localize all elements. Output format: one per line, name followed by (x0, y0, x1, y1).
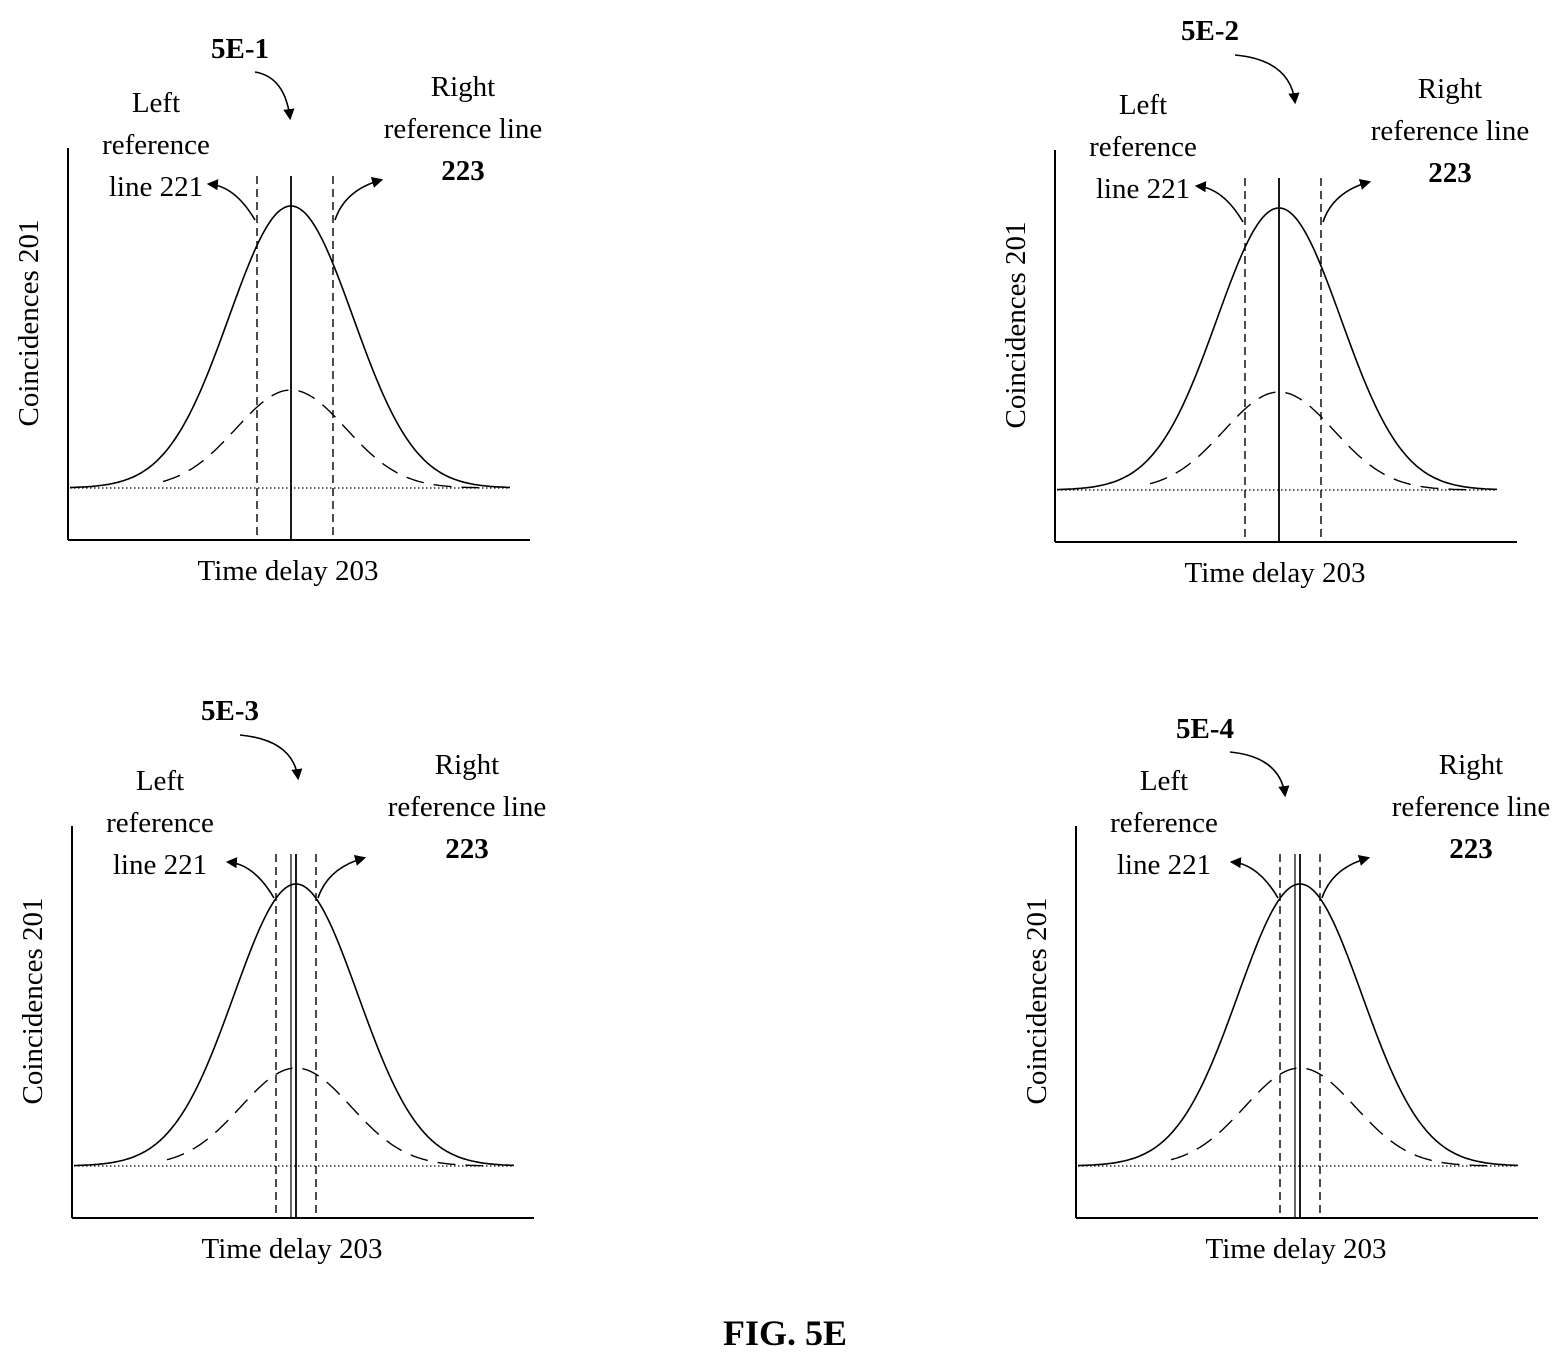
right-label-line: 223 (1449, 833, 1493, 865)
right-label-arrow (317, 855, 367, 899)
right-label-line: 223 (445, 833, 489, 865)
panel-id: 5E-4 (1176, 713, 1234, 745)
panel-id: 5E-3 (201, 695, 259, 727)
dashed-curve (162, 389, 479, 489)
right-label-line: Right (435, 749, 499, 781)
left-label-line: line 221 (1117, 849, 1211, 881)
right-label-line: 223 (1428, 157, 1472, 189)
left-label-line: Left (132, 87, 180, 119)
dashed-curve (1149, 391, 1466, 491)
left-label-line: reference (1089, 131, 1197, 163)
y-axis-label: Coincidences 201 (17, 898, 49, 1105)
right-label-line: reference line (388, 791, 547, 823)
left-label-line: line 221 (113, 849, 207, 881)
dashed-curve (1170, 1067, 1487, 1167)
right-label-line: reference line (1392, 791, 1551, 823)
x-axis-label: Time delay 203 (1206, 1233, 1387, 1265)
left-label-arrow (1229, 857, 1279, 899)
left-label-line: reference (102, 129, 210, 161)
solid-curve (74, 883, 515, 1167)
left-label-line: reference (1110, 807, 1218, 839)
figure-caption: FIG. 5E (723, 1313, 847, 1353)
solid-curve (69, 205, 510, 489)
panel-pointer-arrow (239, 734, 303, 781)
panel-pointer-arrow (1234, 54, 1300, 105)
left-label-line: line 221 (109, 171, 203, 203)
left-label-line: Left (136, 765, 184, 797)
panel-pointer-arrow (1229, 751, 1290, 798)
panel-id: 5E-2 (1181, 15, 1239, 47)
x-axis-label: Time delay 203 (1185, 557, 1366, 589)
right-label-arrow (1321, 855, 1371, 899)
y-axis-label: Coincidences 201 (1000, 222, 1032, 429)
left-label-line: Left (1119, 89, 1167, 121)
y-axis-label: Coincidences 201 (1021, 898, 1053, 1105)
right-label-line: Right (1439, 749, 1503, 781)
right-label-arrow (1322, 179, 1372, 223)
dashed-curve (166, 1067, 483, 1167)
right-label-line: Right (431, 71, 495, 103)
panel-pointer-arrow (254, 71, 295, 121)
right-label-line: reference line (384, 113, 543, 145)
left-label-line: reference (106, 807, 214, 839)
left-label-arrow (225, 857, 275, 899)
panel-5E-3: Coincidences 201 Time delay 203 5E-3 Left re… (17, 695, 546, 1265)
left-label-line: Left (1140, 765, 1188, 797)
right-label-line: Right (1418, 73, 1482, 105)
x-axis-label: Time delay 203 (198, 555, 379, 587)
right-label-arrow (334, 177, 384, 221)
panel-5E-2: Coincidences 201 Time delay 203 5E-2 Left re… (1000, 15, 1529, 589)
solid-curve (1057, 207, 1498, 491)
x-axis-label: Time delay 203 (202, 1233, 383, 1265)
left-label-line: line 221 (1096, 173, 1190, 205)
panel-5E-1: Coincidences 201 Time delay 203 5E-1 Left re… (13, 33, 542, 587)
right-label-line: reference line (1371, 115, 1530, 147)
panel-id: 5E-1 (211, 33, 269, 65)
left-label-arrow (206, 179, 256, 221)
solid-curve (1078, 883, 1519, 1167)
y-axis-label: Coincidences 201 (13, 220, 45, 427)
panel-5E-4: Coincidences 201 Time delay 203 5E-4 Left re… (1021, 713, 1550, 1265)
left-label-arrow (1194, 181, 1244, 223)
right-label-line: 223 (441, 155, 485, 187)
